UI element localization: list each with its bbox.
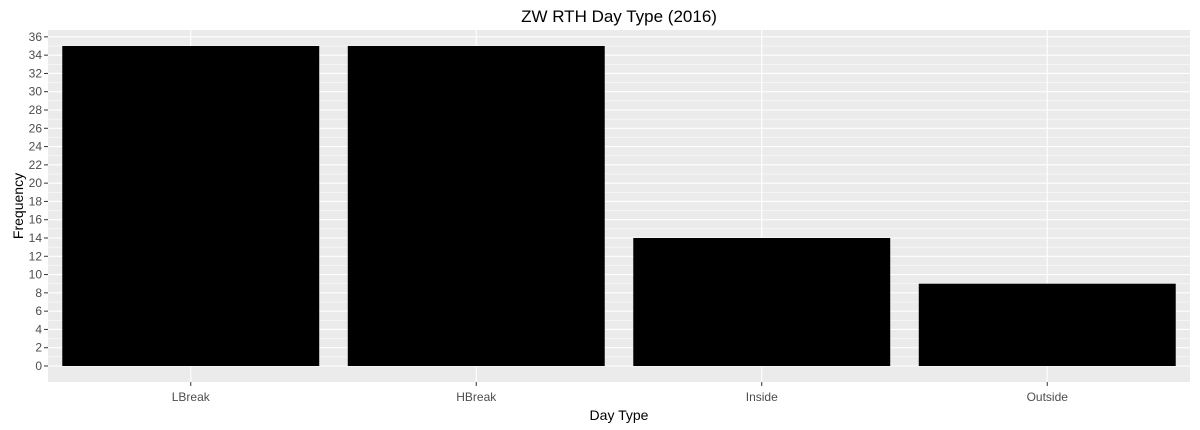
y-tick-label: 26: [29, 121, 43, 135]
y-tick-label: 32: [29, 66, 43, 80]
y-tick-label: 12: [29, 249, 43, 263]
y-axis-title: Frequency: [10, 173, 26, 239]
bar-hbreak: [347, 46, 605, 366]
x-tick-label: HBreak: [456, 390, 497, 404]
y-tick-label: 34: [29, 48, 43, 62]
y-tick-label: 8: [35, 286, 42, 300]
y-tick-label: 18: [29, 194, 43, 208]
y-tick-label: 0: [35, 359, 42, 373]
bars: [62, 46, 1176, 366]
bar-lbreak: [62, 46, 320, 366]
y-tick-label: 30: [29, 85, 43, 99]
y-tick-label: 36: [29, 30, 43, 44]
bar-outside: [918, 283, 1176, 366]
y-tick-label: 2: [35, 341, 42, 355]
y-tick-label: 28: [29, 103, 43, 117]
x-axis: LBreak HBreak Inside Outside: [172, 382, 1069, 404]
x-tick-label: LBreak: [172, 390, 211, 404]
y-tick-label: 22: [29, 158, 43, 172]
chart-title: ZW RTH Day Type (2016): [521, 7, 717, 26]
x-axis-title: Day Type: [590, 407, 649, 423]
y-tick-label: 10: [29, 268, 43, 282]
y-tick-label: 24: [29, 140, 43, 154]
y-tick-label: 20: [29, 176, 43, 190]
bar-inside: [633, 238, 891, 366]
x-tick-label: Outside: [1027, 390, 1069, 404]
y-tick-label: 4: [35, 322, 42, 336]
x-tick-label: Inside: [746, 390, 778, 404]
y-tick-label: 16: [29, 213, 43, 227]
y-tick-label: 6: [35, 304, 42, 318]
y-tick-label: 14: [29, 231, 43, 245]
